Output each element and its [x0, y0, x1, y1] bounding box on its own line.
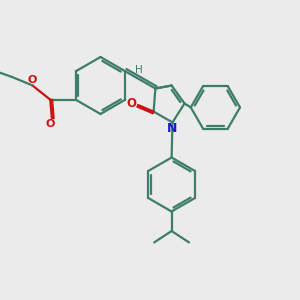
Text: O: O [126, 97, 136, 110]
Text: O: O [27, 75, 36, 85]
Text: O: O [46, 119, 55, 129]
Text: N: N [167, 122, 178, 135]
Text: H: H [135, 65, 143, 75]
